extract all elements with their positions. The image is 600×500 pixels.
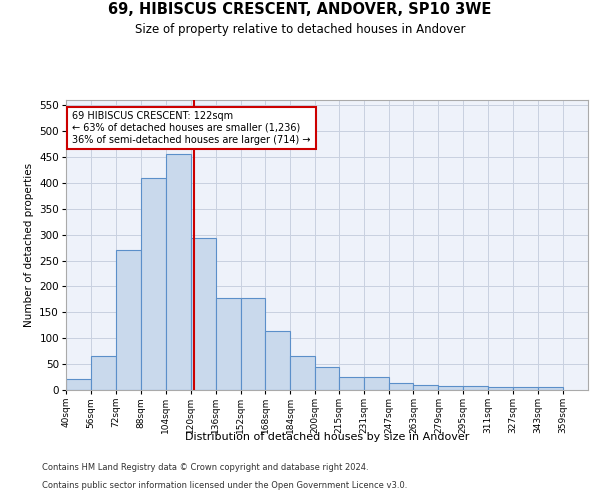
Bar xyxy=(413,385,439,390)
Bar xyxy=(265,332,290,390)
Bar xyxy=(538,388,563,390)
Bar xyxy=(463,386,488,390)
Bar xyxy=(91,356,116,390)
Bar xyxy=(166,154,191,390)
Y-axis label: Number of detached properties: Number of detached properties xyxy=(24,163,34,327)
Bar xyxy=(116,250,141,390)
Text: 69, HIBISCUS CRESCENT, ANDOVER, SP10 3WE: 69, HIBISCUS CRESCENT, ANDOVER, SP10 3WE xyxy=(109,2,491,18)
Bar xyxy=(191,238,215,390)
Text: Contains public sector information licensed under the Open Government Licence v3: Contains public sector information licen… xyxy=(42,481,407,490)
Bar xyxy=(66,378,91,390)
Bar xyxy=(316,367,338,390)
Bar xyxy=(338,377,364,390)
Bar xyxy=(241,298,265,390)
Bar xyxy=(513,388,538,390)
Bar xyxy=(141,178,166,390)
Bar xyxy=(389,383,413,390)
Bar xyxy=(215,298,241,390)
Text: 69 HIBISCUS CRESCENT: 122sqm
← 63% of detached houses are smaller (1,236)
36% of: 69 HIBISCUS CRESCENT: 122sqm ← 63% of de… xyxy=(72,112,311,144)
Bar xyxy=(290,356,316,390)
Bar xyxy=(364,377,389,390)
Text: Size of property relative to detached houses in Andover: Size of property relative to detached ho… xyxy=(135,22,465,36)
Bar xyxy=(488,388,513,390)
Bar xyxy=(439,386,463,390)
Text: Contains HM Land Registry data © Crown copyright and database right 2024.: Contains HM Land Registry data © Crown c… xyxy=(42,464,368,472)
Text: Distribution of detached houses by size in Andover: Distribution of detached houses by size … xyxy=(185,432,469,442)
